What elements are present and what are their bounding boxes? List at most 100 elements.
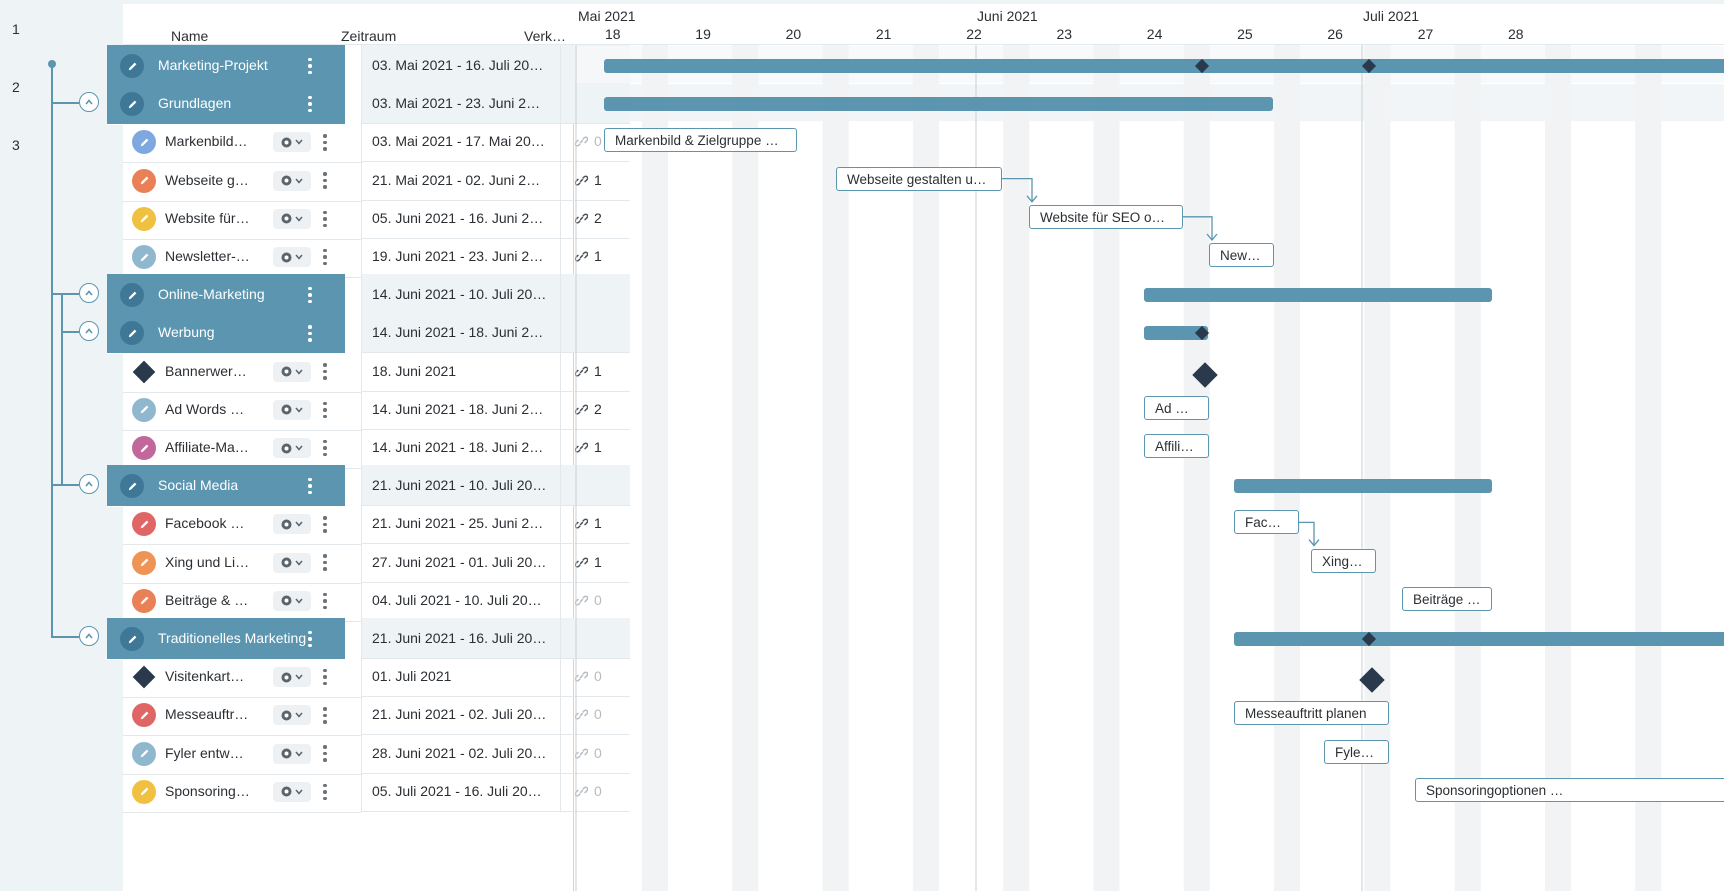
edit-icon[interactable] — [132, 130, 156, 155]
more-options-icon[interactable] — [318, 552, 332, 574]
name-cell[interactable]: Xing und Link… — [123, 542, 361, 584]
collapse-social-media-button[interactable] — [79, 474, 99, 494]
status-dropdown[interactable] — [273, 361, 311, 382]
more-options-icon[interactable] — [318, 781, 332, 803]
task-bar[interactable]: Ad W… — [1144, 395, 1209, 420]
milestone-row[interactable]: Visitenkarten… 01. Juli 2021 0 — [123, 656, 630, 699]
column-header-links[interactable]: Verk… — [524, 28, 567, 44]
name-cell[interactable]: Ad Words ein… — [123, 389, 361, 431]
name-cell[interactable]: Markenbild & … — [123, 121, 361, 164]
edit-icon[interactable] — [132, 779, 156, 804]
status-dropdown[interactable] — [273, 170, 311, 191]
task-row[interactable]: Sponsoringo… 05. Juli 2021 - 16. Juli 20…… — [123, 770, 630, 813]
edit-icon[interactable] — [120, 92, 144, 117]
more-options-icon[interactable] — [303, 55, 317, 77]
links-cell[interactable] — [560, 465, 630, 507]
period-cell[interactable]: 14. Juni 2021 - 18. Juni 2… — [361, 388, 560, 430]
status-dropdown[interactable] — [273, 667, 311, 688]
status-dropdown[interactable] — [273, 438, 311, 458]
task-bar[interactable]: Xing … — [1311, 548, 1376, 573]
task-bar[interactable]: Face… — [1234, 510, 1299, 535]
task-row[interactable]: Messeauftritt… 21. Juni 2021 - 02. Juli 2… — [123, 694, 630, 737]
edit-icon[interactable] — [132, 168, 156, 193]
name-cell[interactable]: Website für S… — [123, 198, 361, 240]
milestone-row[interactable]: Bannerwerbu… 18. Juni 2021 1 — [123, 350, 630, 393]
links-cell[interactable] — [560, 618, 630, 659]
task-bar[interactable]: Beiträge &… — [1402, 586, 1492, 611]
edit-icon[interactable] — [120, 321, 144, 346]
task-row[interactable]: Xing und Link… 27. Juni 2021 - 01. Juli 2… — [123, 541, 630, 584]
collapse-traditionelles-marketing-button[interactable] — [79, 626, 99, 646]
task-bar[interactable]: Website für SEO opti… — [1029, 204, 1183, 229]
name-cell[interactable]: Traditionelles Marketing — [107, 618, 345, 660]
edit-icon[interactable] — [120, 627, 144, 651]
more-options-icon[interactable] — [318, 513, 332, 535]
more-options-icon[interactable] — [318, 590, 332, 612]
more-options-icon[interactable] — [318, 131, 332, 153]
period-cell[interactable]: 14. Juni 2021 - 18. Juni 2… — [361, 427, 560, 468]
collapse-grundlagen-button[interactable] — [79, 92, 99, 112]
task-row[interactable]: Webseite ges… 21. Mai 2021 - 02. Juni 2… 1 — [123, 159, 630, 202]
edit-icon[interactable] — [132, 206, 156, 231]
period-cell[interactable]: 21. Mai 2021 - 02. Juni 2… — [361, 159, 560, 201]
period-cell[interactable]: 21. Juni 2021 - 02. Juli 20… — [361, 694, 560, 736]
edit-icon[interactable] — [132, 703, 156, 728]
status-dropdown[interactable] — [273, 743, 311, 764]
summary-bar-online-marketing[interactable] — [1144, 288, 1492, 303]
collapse-online-marketing-button[interactable] — [79, 283, 99, 303]
more-options-icon[interactable] — [318, 399, 332, 421]
name-cell[interactable]: Online-Marketing — [107, 274, 345, 317]
edit-icon[interactable] — [132, 397, 156, 422]
more-options-icon[interactable] — [303, 322, 317, 344]
summary-bar-marketing-projekt[interactable] — [604, 59, 1724, 73]
name-cell[interactable]: Webseite ges… — [123, 160, 361, 202]
period-cell[interactable]: 21. Juni 2021 - 16. Juli 20… — [361, 618, 560, 659]
task-row[interactable]: Website für S… 05. Juni 2021 - 16. Juni 2… — [123, 197, 630, 240]
more-options-icon[interactable] — [318, 437, 332, 459]
edit-icon[interactable] — [120, 54, 144, 78]
group-row[interactable]: Online-Marketing 14. Juni 2021 - 10. Juli… — [107, 274, 630, 317]
collapse-werbung-button[interactable] — [79, 321, 99, 341]
links-cell[interactable] — [560, 312, 630, 354]
period-cell[interactable]: 01. Juli 2021 — [361, 656, 560, 698]
more-options-icon[interactable] — [303, 284, 317, 306]
period-cell[interactable]: 21. Juni 2021 - 25. Juni 2… — [361, 503, 560, 545]
more-options-icon[interactable] — [318, 666, 332, 688]
name-cell[interactable]: Beiträge & Po… — [123, 580, 361, 622]
name-cell[interactable]: Visitenkarten… — [123, 656, 361, 699]
edit-icon[interactable] — [132, 436, 156, 460]
more-options-icon[interactable] — [318, 361, 332, 383]
name-cell[interactable]: Messeauftritt… — [123, 694, 361, 737]
period-cell[interactable]: 18. Juni 2021 — [361, 350, 560, 392]
period-cell[interactable]: 03. Mai 2021 - 16. Juli 20… — [361, 45, 560, 86]
more-options-icon[interactable] — [318, 743, 332, 765]
task-row[interactable]: Beiträge & Po… 04. Juli 2021 - 10. Juli 2… — [123, 579, 630, 622]
edit-icon[interactable] — [132, 550, 156, 575]
status-dropdown[interactable] — [273, 590, 311, 611]
more-options-icon[interactable] — [303, 475, 317, 497]
edit-icon[interactable] — [132, 588, 156, 613]
task-bar[interactable]: Webseite gestalten und… — [836, 166, 1002, 191]
edit-icon[interactable] — [132, 741, 156, 766]
name-cell[interactable]: Werbung — [107, 312, 345, 355]
name-cell[interactable]: Sponsoringo… — [123, 771, 361, 813]
period-cell[interactable]: 03. Mai 2021 - 17. Mai 20… — [361, 121, 560, 163]
edit-icon[interactable] — [120, 283, 144, 308]
period-cell[interactable]: 19. Juni 2021 - 23. Juni 2… — [361, 236, 560, 277]
group-row[interactable]: Werbung 14. Juni 2021 - 18. Juni 2… — [107, 312, 630, 355]
task-bar[interactable]: News… — [1209, 243, 1274, 267]
period-cell[interactable]: 04. Juli 2021 - 10. Juli 20… — [361, 579, 560, 621]
period-cell[interactable]: 05. Juni 2021 - 16. Juni 2… — [361, 197, 560, 239]
task-row[interactable]: Ad Words ein… 14. Juni 2021 - 18. Juni 2…… — [123, 388, 630, 431]
more-options-icon[interactable] — [318, 170, 332, 192]
more-options-icon[interactable] — [303, 628, 317, 650]
more-options-icon[interactable] — [318, 246, 332, 268]
task-row[interactable]: Facebook & I… 21. Juni 2021 - 25. Juni 2…… — [123, 503, 630, 546]
name-cell[interactable]: Bannerwerbu… — [123, 351, 361, 393]
status-dropdown[interactable] — [273, 132, 311, 153]
period-cell[interactable]: 27. Juni 2021 - 01. Juli 20… — [361, 541, 560, 583]
edit-icon[interactable] — [132, 512, 156, 537]
period-cell[interactable]: 14. Juni 2021 - 10. Juli 20… — [361, 274, 560, 316]
column-header-name[interactable]: Name — [171, 28, 209, 44]
group-row[interactable]: Social Media 21. Juni 2021 - 10. Juli 20… — [107, 465, 630, 508]
